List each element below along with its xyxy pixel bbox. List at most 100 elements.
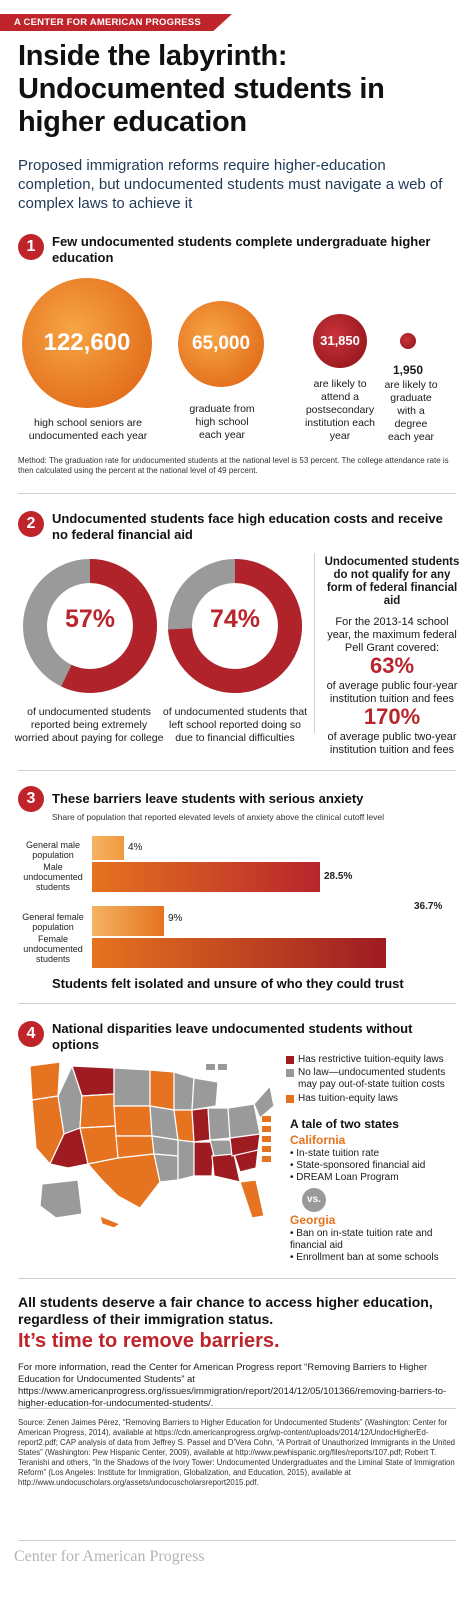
section-3-subheading: Share of population that reported elevat…: [52, 812, 385, 822]
bar-label-general-female: General female population: [22, 912, 84, 932]
legend-swatch-no-law: [286, 1069, 294, 1077]
bar-general-female: [92, 906, 164, 936]
donut-2-pct: 74%: [209, 605, 261, 633]
legend-swatch-tuition-equity: [286, 1095, 294, 1103]
section-4-number: 4: [18, 1021, 44, 1047]
pell-stat-63-text: of average public four-year institution …: [326, 680, 458, 705]
california-item: • DREAM Loan Program: [290, 1172, 399, 1183]
california-item: • State-sponsored financial aid: [290, 1160, 426, 1171]
map-ar: [151, 1135, 179, 1157]
donut-chart-57: [23, 559, 157, 693]
map-box: [262, 1126, 271, 1132]
circle-4-caption: are likely to graduate with a degree eac…: [384, 379, 438, 443]
us-map: [29, 1061, 275, 1229]
california-heading: California: [290, 1133, 346, 1147]
donut-1-pct: 57%: [64, 605, 116, 633]
pell-stat-170: 170%: [363, 704, 421, 729]
pell-stat-63: 63%: [369, 653, 415, 678]
bar-label-male-undoc: Male undocumented students: [23, 862, 83, 892]
map-fl: [239, 1179, 265, 1219]
donut-chart-74: [168, 559, 302, 693]
map-in: [191, 1107, 211, 1143]
bar-value-28-5: 28.5%: [324, 871, 353, 882]
circle-2-caption: graduate from high school each year: [189, 403, 255, 441]
map-oh-ky: [207, 1107, 231, 1141]
map-al: [193, 1141, 215, 1177]
map-hi: [99, 1215, 122, 1229]
divider: [18, 493, 456, 494]
vs-badge: vs.: [302, 1188, 326, 1212]
bar-value-9: 9%: [168, 913, 183, 924]
cap-logo: Center for American Progress: [14, 1548, 205, 1565]
map-box: [206, 1064, 215, 1070]
map-dakotas: [113, 1067, 151, 1107]
section-4-heading: National disparities leave undocumented …: [52, 1021, 413, 1052]
map-tx: [86, 1153, 161, 1209]
map-ak: [39, 1179, 83, 1219]
circle-4-value: 1,950: [392, 363, 424, 377]
bar-general-male: [92, 836, 124, 860]
california-item: • In-state tuition rate: [290, 1148, 380, 1159]
section-3-heading: These barriers leave students with serio…: [52, 791, 364, 806]
map-mn: [149, 1069, 175, 1111]
bar-male-undocumented: [92, 862, 320, 892]
map-box: [262, 1146, 271, 1152]
map-ne-ks: [113, 1105, 153, 1137]
divider: [18, 770, 456, 771]
section-1-number: 1: [18, 234, 44, 260]
legend-swatch-restrictive: [286, 1056, 294, 1064]
bar-value-4: 4%: [128, 842, 143, 853]
aid-box-intro: For the 2013-14 school year, the maximum…: [327, 616, 457, 654]
bar-female-undocumented: [92, 938, 386, 968]
page-title: Inside the labyrinth: Undocumented stude…: [18, 40, 385, 138]
donut-57-arc: [23, 559, 157, 693]
map-ms: [177, 1139, 195, 1181]
legend-label-restrictive: Has restrictive tuition-equity laws: [298, 1054, 444, 1065]
legend-label-no-law: No law—undocumented students may pay out…: [298, 1067, 446, 1090]
more-info-text: For more information, read the Center fo…: [18, 1362, 447, 1409]
bar-label-general-male: General male population: [25, 840, 81, 860]
divider: [18, 1003, 456, 1004]
map-mi: [191, 1077, 219, 1111]
map-wy-ut: [79, 1093, 117, 1129]
map-wi: [173, 1071, 195, 1111]
section-3-number: 3: [18, 786, 44, 812]
circle-31850: 31,850: [313, 314, 367, 368]
map-box: [218, 1064, 227, 1070]
divider: [18, 1408, 456, 1409]
section-2-number: 2: [18, 511, 44, 537]
tale-title: A tale of two states: [290, 1117, 399, 1131]
closing-statement: All students deserve a fair chance to ac…: [18, 1294, 433, 1327]
section-2-heading: Undocumented students face high educatio…: [52, 511, 443, 542]
map-tn: [209, 1139, 233, 1157]
call-to-action: It’s time to remove barriers.: [18, 1330, 280, 1352]
circle-1950-dot: [400, 333, 416, 349]
source-text: Source: Zenen Jaimes Pérez, “Removing Ba…: [18, 1418, 455, 1487]
georgia-heading: Georgia: [290, 1213, 336, 1227]
donut-1-caption: of undocumented students reported being …: [14, 706, 164, 744]
map-box: [262, 1116, 271, 1122]
bar-label-female-undoc: Female undocumented students: [23, 934, 83, 964]
georgia-item: • Enrollment ban at some schools: [290, 1252, 439, 1263]
circle-3-caption: are likely to attend a postsecondary ins…: [304, 378, 376, 442]
page-subtitle: Proposed immigration reforms require hig…: [18, 157, 443, 212]
divider: [18, 1540, 456, 1541]
section-1-heading: Few undocumented students complete under…: [52, 234, 431, 265]
map-ne-states: [253, 1084, 275, 1119]
map-box: [262, 1156, 271, 1162]
map-wa-or: [29, 1061, 61, 1101]
legend-label-tuition-equity: Has tuition-equity laws: [298, 1093, 399, 1104]
pell-stat-170-text: of average public two-year institution t…: [327, 731, 457, 756]
map-az: [49, 1127, 89, 1169]
bar-value-36-7: 36.7%: [414, 901, 443, 912]
circle-65000: 65,000: [178, 301, 264, 387]
header-tag: A CENTER FOR AMERICAN PROGRESS GRAPHIC: [0, 14, 232, 31]
anxiety-footer: Students felt isolated and unsure of who…: [52, 976, 404, 991]
donut-2-caption: of undocumented students that left schoo…: [162, 706, 308, 744]
georgia-item: • Ban on in-state tuition rate and finan…: [290, 1228, 433, 1251]
method-note: Method: The graduation rate for undocume…: [18, 456, 449, 475]
divider: [18, 1278, 456, 1279]
circle-1-caption: high school seniors are undocumented eac…: [28, 417, 148, 442]
aid-box-title: Undocumented students do not qualify for…: [324, 556, 460, 607]
donut-74-arc: [168, 559, 302, 693]
